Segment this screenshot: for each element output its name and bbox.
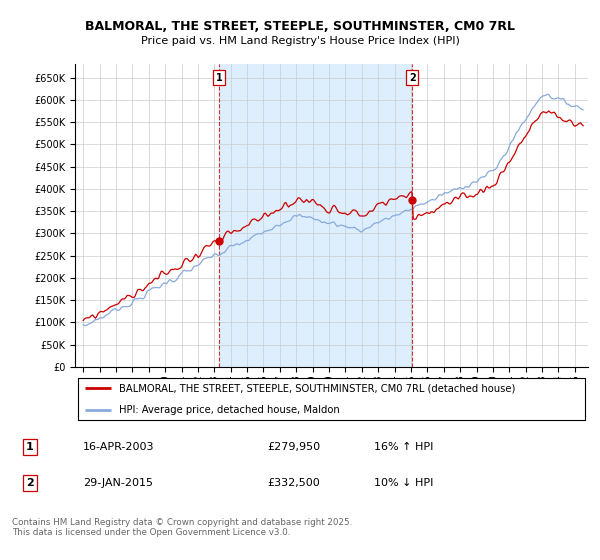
Text: £279,950: £279,950 (268, 442, 320, 452)
Text: 10% ↓ HPI: 10% ↓ HPI (374, 478, 434, 488)
Bar (219, 64, 412, 367)
FancyBboxPatch shape (77, 377, 586, 421)
Text: BALMORAL, THE STREET, STEEPLE, SOUTHMINSTER, CM0 7RL (detached house): BALMORAL, THE STREET, STEEPLE, SOUTHMINS… (119, 383, 515, 393)
Text: Contains HM Land Registry data © Crown copyright and database right 2025.
This d: Contains HM Land Registry data © Crown c… (12, 518, 352, 538)
Text: HPI: Average price, detached house, Maldon: HPI: Average price, detached house, Mald… (119, 405, 340, 415)
Text: 1: 1 (26, 442, 34, 452)
Text: Price paid vs. HM Land Registry's House Price Index (HPI): Price paid vs. HM Land Registry's House … (140, 36, 460, 46)
Text: BALMORAL, THE STREET, STEEPLE, SOUTHMINSTER, CM0 7RL: BALMORAL, THE STREET, STEEPLE, SOUTHMINS… (85, 20, 515, 32)
Text: 29-JAN-2015: 29-JAN-2015 (83, 478, 153, 488)
Text: £332,500: £332,500 (268, 478, 320, 488)
Text: 2: 2 (26, 478, 34, 488)
Text: 16-APR-2003: 16-APR-2003 (83, 442, 155, 452)
Text: 16% ↑ HPI: 16% ↑ HPI (374, 442, 434, 452)
Text: 2: 2 (409, 73, 416, 83)
Text: 1: 1 (215, 73, 223, 83)
